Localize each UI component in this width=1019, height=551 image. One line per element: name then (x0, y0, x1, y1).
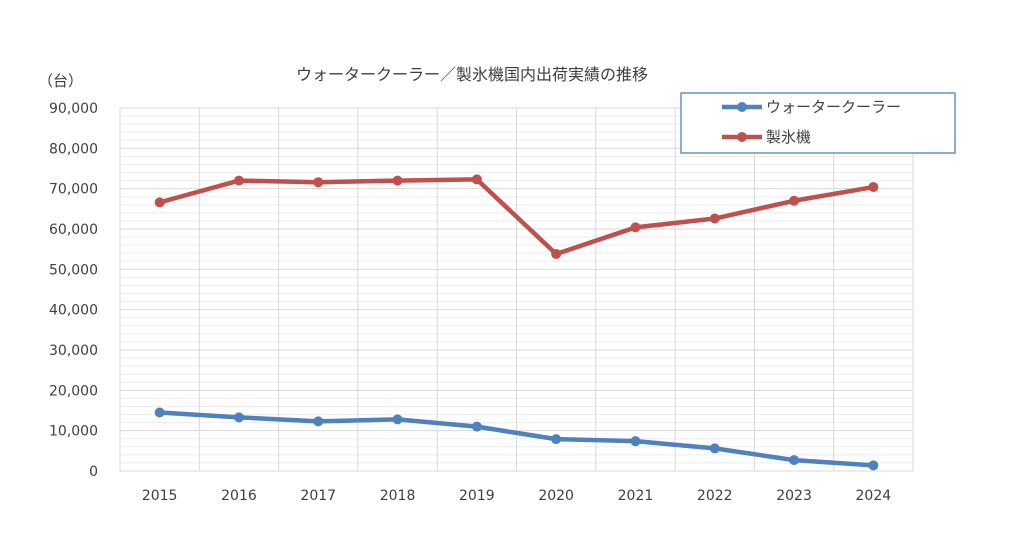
data-point-1 (313, 177, 324, 188)
data-point-0 (233, 412, 244, 423)
x-tick-label: 2019 (459, 488, 495, 504)
x-tick-label: 2015 (142, 488, 178, 504)
series-line-1 (157, 177, 876, 257)
y-tick-label: 60,000 (49, 222, 98, 238)
legend-box (680, 92, 956, 154)
x-tick-label: 2017 (300, 488, 336, 504)
y-tick-label: 90,000 (49, 101, 98, 117)
x-tick-label: 2024 (856, 488, 892, 504)
x-axis-ticks: 2015 2016 2017 2018 2019 2020 2021 2022 2023 2024 (142, 488, 891, 504)
data-point-1 (551, 249, 562, 260)
data-point-1 (868, 182, 879, 193)
x-tick-label: 2022 (697, 488, 733, 504)
data-point-1 (789, 195, 800, 206)
data-point-0 (471, 421, 482, 432)
x-tick-label: 2021 (618, 488, 654, 504)
data-point-1 (154, 197, 165, 208)
data-point-0 (868, 460, 879, 471)
y-tick-label: 50,000 (49, 262, 98, 278)
series-group (154, 174, 879, 471)
data-point-0 (551, 434, 562, 445)
y-tick-label: 0 (89, 464, 98, 480)
data-point-0 (313, 416, 324, 427)
y-axis-ticks: 0 10,000 20,000 30,000 40,000 50,000 60,000 70,… (49, 101, 98, 480)
data-point-0 (789, 455, 800, 466)
x-tick-label: 2018 (380, 488, 416, 504)
y-tick-label: 80,000 (49, 141, 98, 157)
data-point-0 (709, 443, 720, 454)
legend: ウォータークーラー 製氷機 (680, 92, 956, 154)
data-point-0 (154, 407, 165, 418)
data-point-1 (392, 175, 403, 186)
y-tick-label: 30,000 (49, 343, 98, 359)
y-tick-label: 20,000 (49, 383, 98, 399)
y-tick-label: 70,000 (49, 182, 98, 198)
y-axis-unit-label: （台） (38, 72, 83, 90)
y-tick-label: 10,000 (49, 424, 98, 440)
grid (119, 107, 914, 471)
legend-marker-ice-maker (737, 132, 747, 142)
x-tick-label: 2016 (221, 488, 257, 504)
x-tick-label: 2023 (776, 488, 812, 504)
legend-marker-water-cooler (737, 102, 747, 112)
data-point-0 (392, 414, 403, 425)
data-point-1 (233, 175, 244, 186)
chart-title: ウォータークーラー／製氷機国内出荷実績の推移 (296, 65, 648, 84)
data-point-0 (630, 436, 641, 447)
legend-label-water-cooler: ウォータークーラー (766, 98, 901, 116)
series-line-0 (157, 410, 876, 468)
legend-label-ice-maker: 製氷機 (766, 128, 811, 146)
data-point-1 (630, 222, 641, 233)
x-tick-label: 2020 (538, 488, 574, 504)
data-point-1 (471, 174, 482, 185)
data-point-1 (709, 213, 720, 224)
y-tick-label: 40,000 (49, 303, 98, 319)
